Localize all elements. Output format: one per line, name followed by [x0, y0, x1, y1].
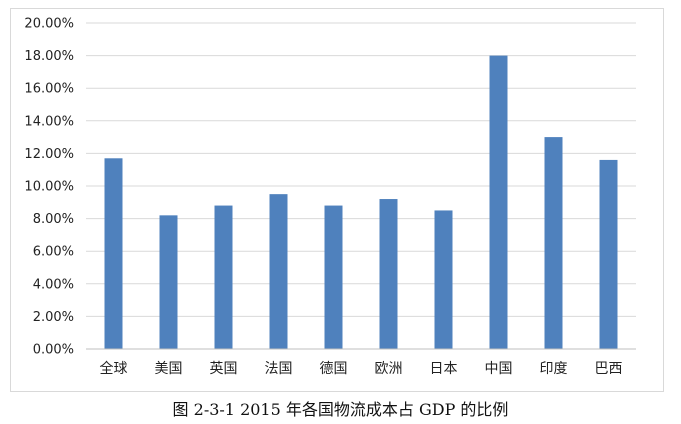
bar-6 [434, 210, 453, 349]
bar-0 [104, 158, 123, 349]
x-category-label: 巴西 [595, 361, 623, 377]
x-category-label: 全球 [100, 360, 128, 377]
y-tick-label: 16.00% [24, 82, 74, 97]
bar-chart: 0.00% 2.00% 4.00% 6.00% 8.00% 10.00% 12.00% 14.… [24, 17, 636, 377]
bars [104, 55, 618, 349]
bar-8 [544, 137, 563, 349]
x-category-label: 日本 [430, 361, 458, 377]
grid-lines [86, 22, 636, 317]
chart-frame: 0.00% 2.00% 4.00% 6.00% 8.00% 10.00% 12.00% 14.… [10, 8, 664, 392]
bar-9 [599, 159, 618, 349]
bar-2 [214, 205, 233, 349]
bar-4 [324, 205, 343, 349]
y-tick-label: 12.00% [24, 147, 74, 162]
y-tick-label: 4.00% [33, 277, 74, 292]
x-category-label: 印度 [540, 361, 568, 377]
y-tick-label: 10.00% [24, 180, 74, 195]
y-tick-label: 2.00% [33, 310, 74, 325]
bar-5 [379, 199, 398, 349]
y-tick-label: 8.00% [33, 212, 74, 227]
x-category-label: 美国 [155, 361, 183, 377]
y-axis-tick-labels: 0.00% 2.00% 4.00% 6.00% 8.00% 10.00% 12.00% 14.… [24, 17, 74, 358]
x-category-label: 欧洲 [375, 361, 403, 377]
figure-caption: 图 2-3-1 2015 年各国物流成本占 GDP 的比例 [172, 400, 509, 419]
bar-3 [269, 194, 288, 349]
y-tick-label: 14.00% [24, 114, 74, 129]
y-tick-label: 6.00% [33, 245, 74, 260]
y-tick-label: 18.00% [24, 49, 74, 64]
x-category-label: 中国 [485, 361, 513, 377]
x-category-label: 德国 [320, 361, 348, 377]
bar-1 [159, 215, 178, 349]
bar-7 [489, 55, 508, 349]
x-category-label: 英国 [210, 360, 238, 377]
y-tick-label: 20.00% [24, 17, 74, 32]
x-axis-category-labels: 全球 美国 英国 法国 德国 欧洲 日本 中国 印度 巴西 [100, 360, 623, 377]
y-tick-label: 0.00% [33, 343, 74, 358]
x-category-label: 法国 [265, 361, 293, 377]
